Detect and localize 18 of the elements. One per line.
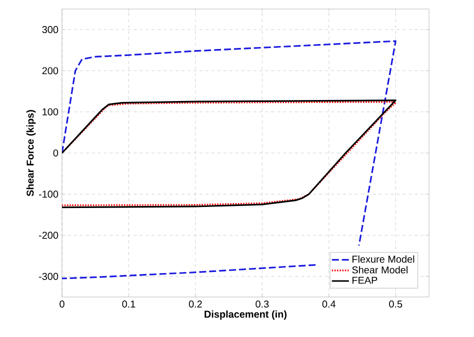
x-axis-title: Displacement (in) — [204, 310, 287, 320]
legend-label: FEAP — [352, 276, 378, 284]
y-tick-label: -100 — [38, 190, 58, 198]
y-tick-label: 100 — [42, 108, 58, 116]
x-tick-label: 0.3 — [256, 300, 269, 308]
x-tick-label: 0.2 — [188, 300, 202, 308]
x-tick-label: 0 — [60, 300, 64, 308]
y-tick-label: -300 — [38, 272, 58, 280]
y-axis-title: Shear Force (kips) — [26, 110, 36, 196]
y-tick-label: -200 — [38, 232, 58, 239]
y-tick-label: 300 — [42, 26, 58, 34]
x-tick-label: 0.5 — [389, 300, 402, 308]
x-tick-label: 0.1 — [122, 300, 136, 308]
x-tick-label: 0.4 — [322, 300, 336, 308]
y-tick-label: 0 — [53, 149, 58, 157]
legend-label: Shear Model — [352, 266, 408, 274]
y-tick-label: 200 — [42, 67, 58, 74]
legend-label: Flexure Model — [352, 255, 414, 263]
